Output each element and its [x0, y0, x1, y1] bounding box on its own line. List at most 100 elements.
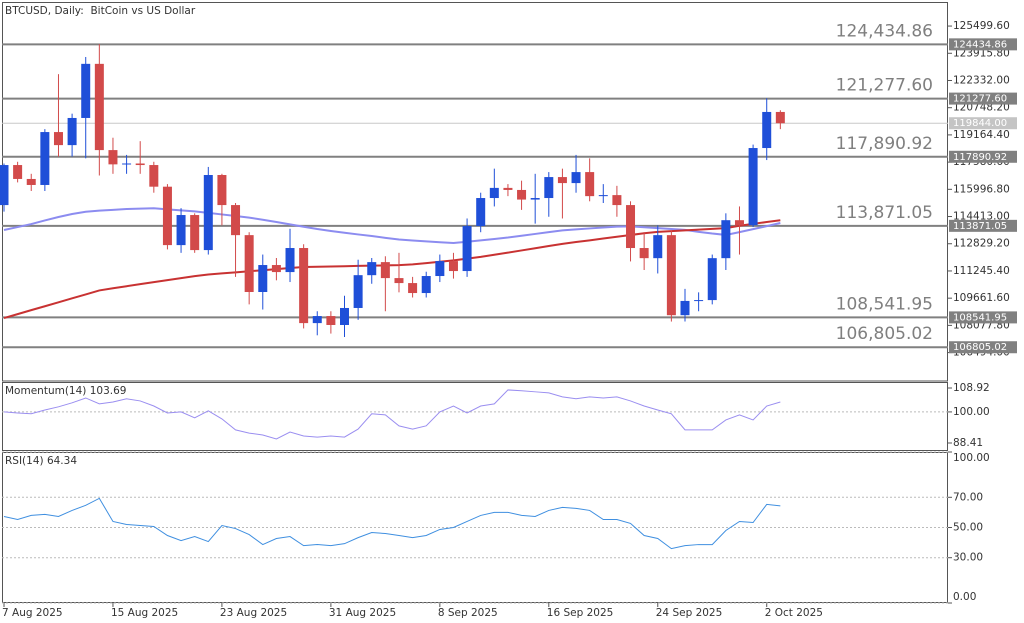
- level-label: 117,890.92: [836, 134, 933, 154]
- y-tick-label: 119164.40: [953, 129, 1010, 141]
- candle-body: [13, 165, 23, 179]
- candle-body: [217, 175, 227, 206]
- x-tick-label: 2 Oct 2025: [765, 607, 823, 619]
- candle-body: [340, 307, 349, 325]
- y-tick-label: 100.00: [953, 452, 990, 464]
- level-label: 106,805.02: [836, 324, 933, 344]
- y-tick-label: 111245.40: [953, 265, 1010, 277]
- candle-body: [326, 316, 336, 325]
- x-tick-label: 8 Sep 2025: [438, 607, 498, 619]
- panel-title: RSI(14) 64.34: [5, 455, 77, 467]
- level-tag: [949, 92, 1017, 105]
- level-tag: [949, 311, 1017, 324]
- candle-body: [231, 205, 241, 236]
- candle-body: [612, 195, 622, 206]
- level-label: 124,434.86: [836, 21, 933, 41]
- y-tick-label: 0.00: [953, 591, 976, 603]
- y-tick-label: 88.41: [953, 437, 983, 449]
- candle-body: [244, 235, 254, 293]
- candle-body: [680, 300, 690, 316]
- indicator-line: [3, 389, 781, 440]
- candle-body: [530, 198, 540, 200]
- level-label: 113,871.05: [836, 203, 933, 223]
- level-tag-label: 117890.92: [953, 152, 1007, 163]
- y-tick-label: 100.00: [953, 406, 990, 418]
- candle-body: [53, 132, 63, 146]
- level-label: 121,277.60: [836, 76, 933, 96]
- candle-body: [26, 178, 36, 185]
- candle-body: [694, 300, 704, 302]
- panel-title: BTCUSD, Daily: BitCoin vs US Dollar: [5, 5, 196, 17]
- candle-body: [489, 187, 499, 199]
- level-tag: [949, 341, 1017, 354]
- candle-body: [285, 248, 295, 273]
- momentum-panel: [2, 382, 948, 451]
- x-tick-label: 16 Sep 2025: [547, 607, 614, 619]
- level-tag-label: 108541.95: [953, 312, 1007, 323]
- moving-average: [3, 207, 781, 245]
- candle-body: [135, 163, 145, 166]
- x-tick-label: 23 Aug 2025: [220, 607, 287, 619]
- candle-body: [367, 262, 377, 276]
- x-tick-label: 15 Aug 2025: [111, 607, 178, 619]
- level-tag-label: 113871.05: [953, 221, 1007, 232]
- y-tick-label: 112829.20: [953, 238, 1010, 250]
- x-tick-label: 24 Sep 2025: [656, 607, 723, 619]
- candle-body: [517, 189, 527, 200]
- indicator-line: [3, 497, 781, 550]
- level-tag-label: 106805.02: [953, 342, 1007, 353]
- candle-body: [40, 132, 50, 185]
- last-price-tag: [949, 117, 1017, 130]
- y-tick-label: 122332.00: [953, 74, 1010, 86]
- candle-body: [734, 220, 744, 226]
- candle-body: [380, 262, 390, 279]
- candle-body: [299, 248, 309, 324]
- candle-body: [476, 198, 486, 227]
- candle-body: [421, 276, 431, 294]
- level-tag: [949, 219, 1017, 232]
- candle-body: [162, 186, 172, 246]
- candle-body: [748, 148, 758, 226]
- candle-body: [122, 163, 132, 165]
- candle-body: [571, 172, 581, 184]
- candle-body: [353, 275, 363, 308]
- level-tag: [949, 38, 1017, 51]
- level-tag-label: 121277.60: [953, 94, 1007, 105]
- level-tag: [949, 150, 1017, 163]
- candle-body: [448, 261, 458, 272]
- y-tick-label: 30.00: [953, 552, 983, 564]
- candle-body: [557, 177, 567, 184]
- candle-body: [271, 265, 281, 273]
- y-tick-label: 114413.00: [953, 211, 1010, 223]
- candle-body: [408, 283, 418, 294]
- y-tick-label: 120748.20: [953, 102, 1010, 114]
- candle-body: [666, 235, 676, 316]
- candle-body: [544, 177, 554, 199]
- candle-body: [176, 215, 186, 246]
- candle-body: [626, 205, 636, 249]
- y-tick-label: 109661.60: [953, 292, 1010, 304]
- candle-body: [190, 215, 200, 251]
- candle-body: [762, 111, 772, 149]
- candle-body: [149, 165, 159, 187]
- candle-body: [258, 265, 268, 293]
- candle-body: [462, 226, 472, 272]
- x-tick-label: 31 Aug 2025: [329, 607, 396, 619]
- level-tag-label: 124434.86: [953, 39, 1007, 50]
- y-tick-label: 115996.80: [953, 183, 1010, 195]
- candle-body: [394, 278, 404, 284]
- candle-body: [639, 248, 649, 259]
- candle-body: [203, 175, 213, 251]
- candle-body: [653, 235, 663, 259]
- y-tick-label: 70.00: [953, 491, 983, 503]
- moving-average: [3, 219, 781, 319]
- candle-body: [585, 172, 595, 197]
- candle-body: [108, 150, 118, 165]
- candle-body: [81, 63, 91, 118]
- candle-body: [707, 258, 717, 301]
- candle-body: [775, 111, 785, 124]
- panel-title: Momentum(14) 103.69: [5, 385, 126, 397]
- candle-body: [0, 165, 9, 206]
